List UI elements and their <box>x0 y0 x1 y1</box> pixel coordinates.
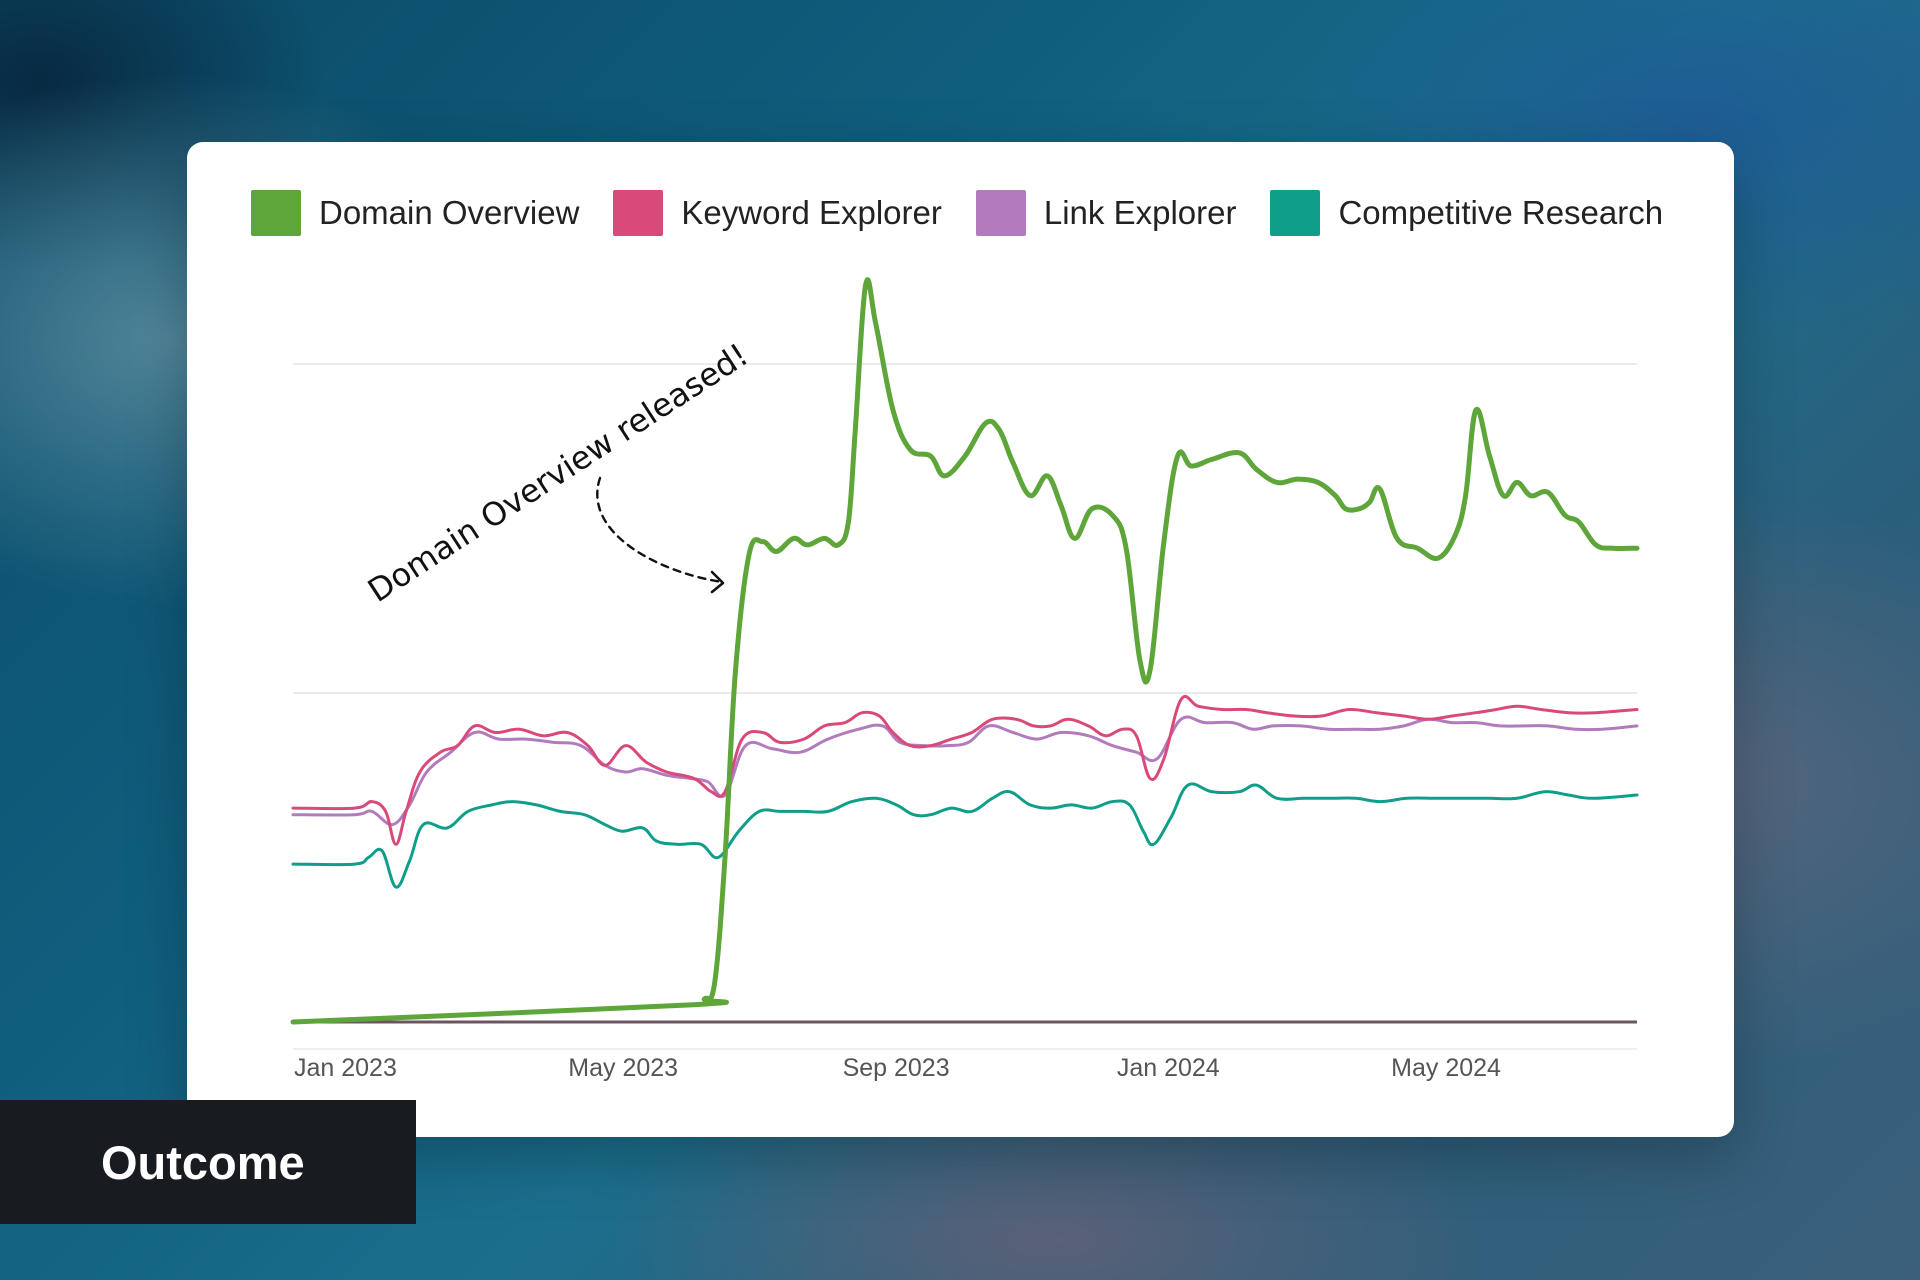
annotation-arrow <box>596 476 724 584</box>
gridlines <box>293 363 1637 1050</box>
x-tick-label-2: Sep 2023 <box>843 1054 950 1082</box>
legend-label-domain-overview: Domain Overview <box>319 194 580 231</box>
legend-item-keyword-explorer[interactable]: Keyword Explorer <box>613 190 942 236</box>
series-line-link-explorer <box>291 715 1639 827</box>
outcome-label: Outcome <box>101 1135 305 1189</box>
outcome-badge: Outcome <box>0 1100 416 1224</box>
line-chart: Jan 2023 May 2023 Sep 2023 Jan 2024 May 2024 <box>290 277 1640 1082</box>
legend-swatch-competitive-research <box>1270 190 1321 236</box>
legend-label-link-explorer: Link Explorer <box>1043 194 1237 231</box>
legend-item-domain-overview[interactable]: Domain Overview <box>251 190 579 236</box>
chart-legend: Domain Overview Keyword Explorer Link Ex… <box>251 190 1697 236</box>
legend-swatch-keyword-explorer <box>613 190 664 236</box>
legend-label-competitive-research: Competitive Research <box>1338 194 1664 231</box>
legend-label-keyword-explorer: Keyword Explorer <box>681 194 942 231</box>
x-tick-label-1: May 2023 <box>568 1054 678 1082</box>
x-tick-label-0: Jan 2023 <box>294 1054 397 1082</box>
legend-item-competitive-research[interactable]: Competitive Research <box>1270 190 1663 236</box>
series-line-domain-overview <box>290 277 1640 1025</box>
legend-swatch-link-explorer <box>975 190 1026 236</box>
x-tick-label-3: Jan 2024 <box>1117 1054 1220 1082</box>
series-line-keyword-explorer <box>291 694 1639 846</box>
series-lines <box>290 277 1640 1025</box>
legend-swatch-domain-overview <box>251 190 301 236</box>
x-axis-ticks: Jan 2023 May 2023 Sep 2023 Jan 2024 May 2024 <box>294 1054 1501 1082</box>
chart-card: Domain Overview Keyword Explorer Link Ex… <box>187 142 1734 1137</box>
annotation-arrowhead <box>710 570 725 594</box>
x-tick-label-4: May 2024 <box>1391 1054 1501 1082</box>
legend-item-link-explorer[interactable]: Link Explorer <box>975 190 1237 236</box>
series-line-competitive-research <box>291 782 1639 889</box>
